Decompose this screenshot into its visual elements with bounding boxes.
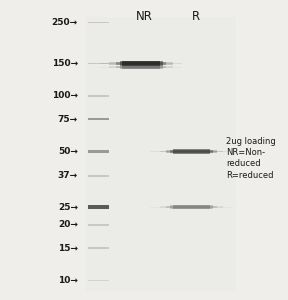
Bar bbox=[122, 65, 160, 69]
Bar bbox=[173, 205, 210, 209]
Bar bbox=[88, 280, 109, 281]
Bar bbox=[120, 61, 163, 66]
Bar bbox=[122, 61, 160, 66]
Bar bbox=[88, 224, 109, 226]
Bar bbox=[160, 151, 223, 152]
Bar bbox=[88, 95, 109, 97]
Bar bbox=[100, 63, 182, 64]
Text: 25→: 25→ bbox=[58, 202, 78, 211]
Bar bbox=[173, 149, 210, 154]
Text: 250→: 250→ bbox=[52, 18, 78, 27]
Bar bbox=[109, 67, 173, 68]
Text: 10→: 10→ bbox=[58, 276, 78, 285]
Bar bbox=[116, 62, 166, 65]
Text: 75→: 75→ bbox=[58, 115, 78, 124]
Text: 37→: 37→ bbox=[58, 171, 78, 180]
Bar bbox=[88, 205, 109, 209]
Bar bbox=[109, 62, 173, 64]
Text: 2ug loading
NR=Non-
reduced
R=reduced: 2ug loading NR=Non- reduced R=reduced bbox=[226, 136, 276, 180]
Bar bbox=[116, 66, 166, 68]
Bar bbox=[166, 150, 217, 153]
Bar bbox=[170, 206, 213, 209]
Bar bbox=[88, 118, 109, 120]
Bar bbox=[88, 150, 109, 153]
Bar bbox=[88, 247, 109, 249]
Text: 100→: 100→ bbox=[52, 92, 78, 100]
Bar bbox=[150, 206, 233, 208]
Bar bbox=[150, 151, 233, 152]
Text: NR: NR bbox=[136, 11, 152, 23]
Bar bbox=[86, 16, 236, 291]
Bar bbox=[88, 62, 109, 64]
Text: 20→: 20→ bbox=[58, 220, 78, 230]
Bar bbox=[100, 67, 182, 68]
Bar bbox=[170, 150, 213, 153]
Bar bbox=[88, 22, 109, 23]
Text: 15→: 15→ bbox=[58, 244, 78, 253]
Bar bbox=[120, 66, 163, 69]
Bar bbox=[160, 206, 223, 208]
Text: R: R bbox=[192, 11, 200, 23]
Text: 150→: 150→ bbox=[52, 59, 78, 68]
Bar bbox=[88, 175, 109, 176]
Bar bbox=[166, 206, 217, 208]
Text: 50→: 50→ bbox=[58, 147, 78, 156]
